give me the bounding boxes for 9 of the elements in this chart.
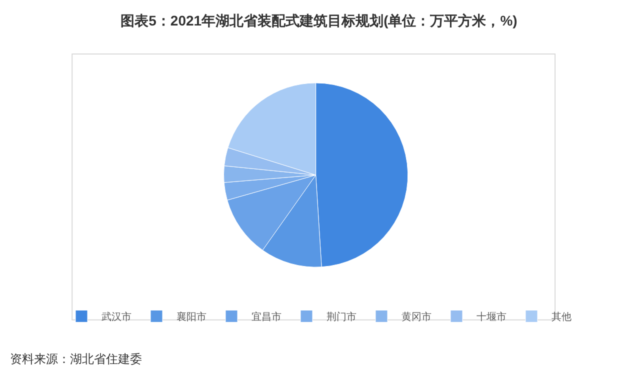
text: 资料来源：湖北省住建委 <box>10 352 142 366</box>
legend-label: 宜昌市 <box>252 311 282 324</box>
chart-title: 图表5：2021年湖北省装配式建筑目标规划(单位：万平方米，%) <box>120 12 518 28</box>
legend-label: 武汉市 <box>102 311 132 324</box>
legend-label: 黄冈市 <box>402 311 432 324</box>
legend-label: 其他 <box>552 311 572 324</box>
legend-label: 襄阳市 <box>176 311 206 324</box>
legend-label: 荆门市 <box>326 311 356 324</box>
legend-label: 十堰市 <box>476 311 506 324</box>
